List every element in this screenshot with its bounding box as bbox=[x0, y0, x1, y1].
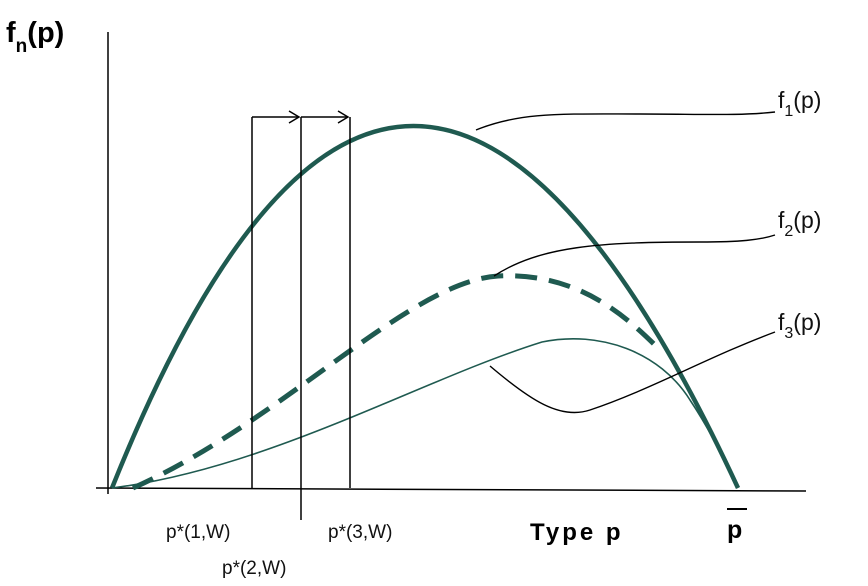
x-axis bbox=[96, 488, 806, 491]
curve-f1 bbox=[112, 126, 738, 488]
x-axis-label: Type p bbox=[530, 519, 624, 546]
curve-f3 bbox=[112, 339, 738, 488]
leader-f2 bbox=[494, 235, 775, 276]
label-f2: f2(p) bbox=[778, 207, 821, 240]
marker-label-1: p*(1,W) bbox=[166, 522, 230, 543]
leader-f1 bbox=[476, 112, 775, 130]
p-bar-label: p bbox=[727, 516, 742, 544]
label-f1: f1(p) bbox=[778, 87, 821, 120]
marker-label-2: p*(2,W) bbox=[222, 558, 286, 579]
leader-f3 bbox=[490, 332, 775, 413]
label-f3: f3(p) bbox=[778, 309, 821, 342]
marker-label-3: p*(3,W) bbox=[328, 522, 392, 543]
curve-f2 bbox=[133, 276, 660, 488]
y-axis-label: fn(p) bbox=[6, 17, 64, 57]
